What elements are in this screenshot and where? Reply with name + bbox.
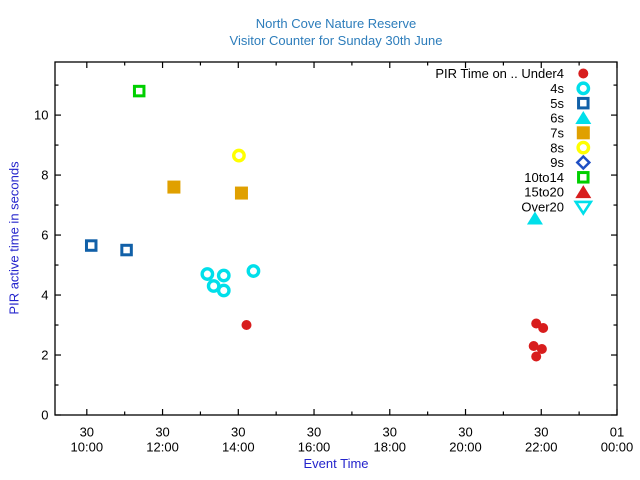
plot-frame bbox=[54, 61, 618, 416]
y-tick-label: 10 bbox=[34, 108, 48, 123]
data-point-7s bbox=[167, 180, 181, 194]
data-point-10to14 bbox=[132, 84, 146, 98]
data-point-Under4 bbox=[528, 341, 539, 352]
legend-label-Over20: Over20 bbox=[521, 200, 564, 215]
data-point-Under4 bbox=[531, 351, 542, 362]
legend-marker-10to14-icon bbox=[577, 171, 590, 184]
data-point-Under4 bbox=[538, 323, 549, 334]
x-tick-day: 30 bbox=[307, 425, 321, 440]
legend-marker-Over20-icon bbox=[573, 200, 594, 216]
x-tick-day: 30 bbox=[458, 425, 472, 440]
data-point-4s bbox=[200, 267, 215, 281]
legend-marker-6s-icon bbox=[575, 110, 592, 124]
legend-label-9s: 9s bbox=[550, 155, 564, 170]
legend-label-4s: 4s bbox=[550, 81, 564, 96]
series-7s bbox=[167, 180, 248, 200]
data-point-5s bbox=[84, 239, 98, 252]
data-point-6s bbox=[526, 211, 543, 225]
legend-label-Under4: PIR Time on .. Under4 bbox=[435, 66, 564, 81]
legend-marker-7s-icon bbox=[576, 126, 590, 140]
x-tick-day: 30 bbox=[155, 425, 169, 440]
x-tick-time: 16:00 bbox=[298, 440, 331, 455]
title-line-1: North Cove Nature Reserve bbox=[255, 16, 417, 31]
data-point-Under4 bbox=[241, 320, 252, 331]
legend-marker-Under4-icon bbox=[578, 68, 589, 79]
y-tick-label: 4 bbox=[41, 288, 48, 303]
series-5s bbox=[84, 239, 133, 257]
y-tick-label: 2 bbox=[41, 348, 48, 363]
legend-label-10to14: 10to14 bbox=[524, 170, 564, 185]
x-tick-time: 18:00 bbox=[374, 440, 407, 455]
data-point-7s bbox=[234, 186, 248, 200]
legend-marker-4s-icon bbox=[576, 81, 591, 96]
x-tick-time: 22:00 bbox=[525, 440, 558, 455]
x-tick-time: 20:00 bbox=[449, 440, 482, 455]
title-line-2: Visitor Counter for Sunday 30th June bbox=[229, 33, 443, 48]
legend: PIR Time on .. Under44s5s6s7s8s9s10to141… bbox=[435, 66, 594, 216]
data-point-5s bbox=[120, 243, 133, 257]
x-tick-time: 12:00 bbox=[146, 440, 179, 455]
x-tick-labels: 3010:003012:003014:003016:003018:003020:… bbox=[71, 425, 634, 455]
data-point-4s bbox=[246, 264, 261, 278]
legend-marker-8s-icon bbox=[576, 140, 591, 155]
chart-title: North Cove Nature Reserve Visitor Counte… bbox=[55, 15, 617, 49]
legend-marker-5s-icon bbox=[577, 96, 590, 110]
series-8s bbox=[232, 148, 246, 163]
y-axis-label: PIR active time in seconds bbox=[6, 161, 22, 315]
x-tick-time: 00:00 bbox=[601, 440, 634, 455]
x-tick-time: 14:00 bbox=[222, 440, 255, 455]
series-4s bbox=[200, 264, 261, 298]
x-tick-day: 01 bbox=[610, 425, 624, 440]
series-Under4 bbox=[241, 318, 549, 362]
series-10to14 bbox=[132, 84, 146, 98]
legend-label-5s: 5s bbox=[550, 96, 564, 111]
x-tick-day: 30 bbox=[231, 425, 245, 440]
x-tick-time: 10:00 bbox=[71, 440, 104, 455]
x-tick-day: 30 bbox=[80, 425, 94, 440]
series-6s bbox=[526, 211, 543, 225]
legend-marker-9s-icon bbox=[575, 154, 592, 171]
y-tick-labels: 0 2 4 6 8 10 bbox=[34, 108, 48, 423]
data-point-8s bbox=[232, 148, 246, 163]
legend-label-6s: 6s bbox=[550, 111, 564, 126]
y-tick-label: 6 bbox=[41, 228, 48, 243]
y-tick-label: 8 bbox=[41, 168, 48, 183]
legend-label-7s: 7s bbox=[550, 125, 564, 140]
data-point-4s bbox=[216, 268, 231, 283]
x-tick-day: 30 bbox=[383, 425, 397, 440]
legend-marker-15to20-icon bbox=[575, 185, 592, 199]
data-point-Under4 bbox=[536, 344, 547, 355]
x-tick-day: 30 bbox=[534, 425, 548, 440]
legend-label-15to20: 15to20 bbox=[524, 185, 564, 200]
axis-ticks bbox=[55, 62, 618, 416]
legend-label-8s: 8s bbox=[550, 140, 564, 155]
x-axis-label: Event Time bbox=[303, 456, 369, 471]
data-point-4s bbox=[216, 283, 231, 298]
y-tick-label: 0 bbox=[41, 408, 48, 423]
